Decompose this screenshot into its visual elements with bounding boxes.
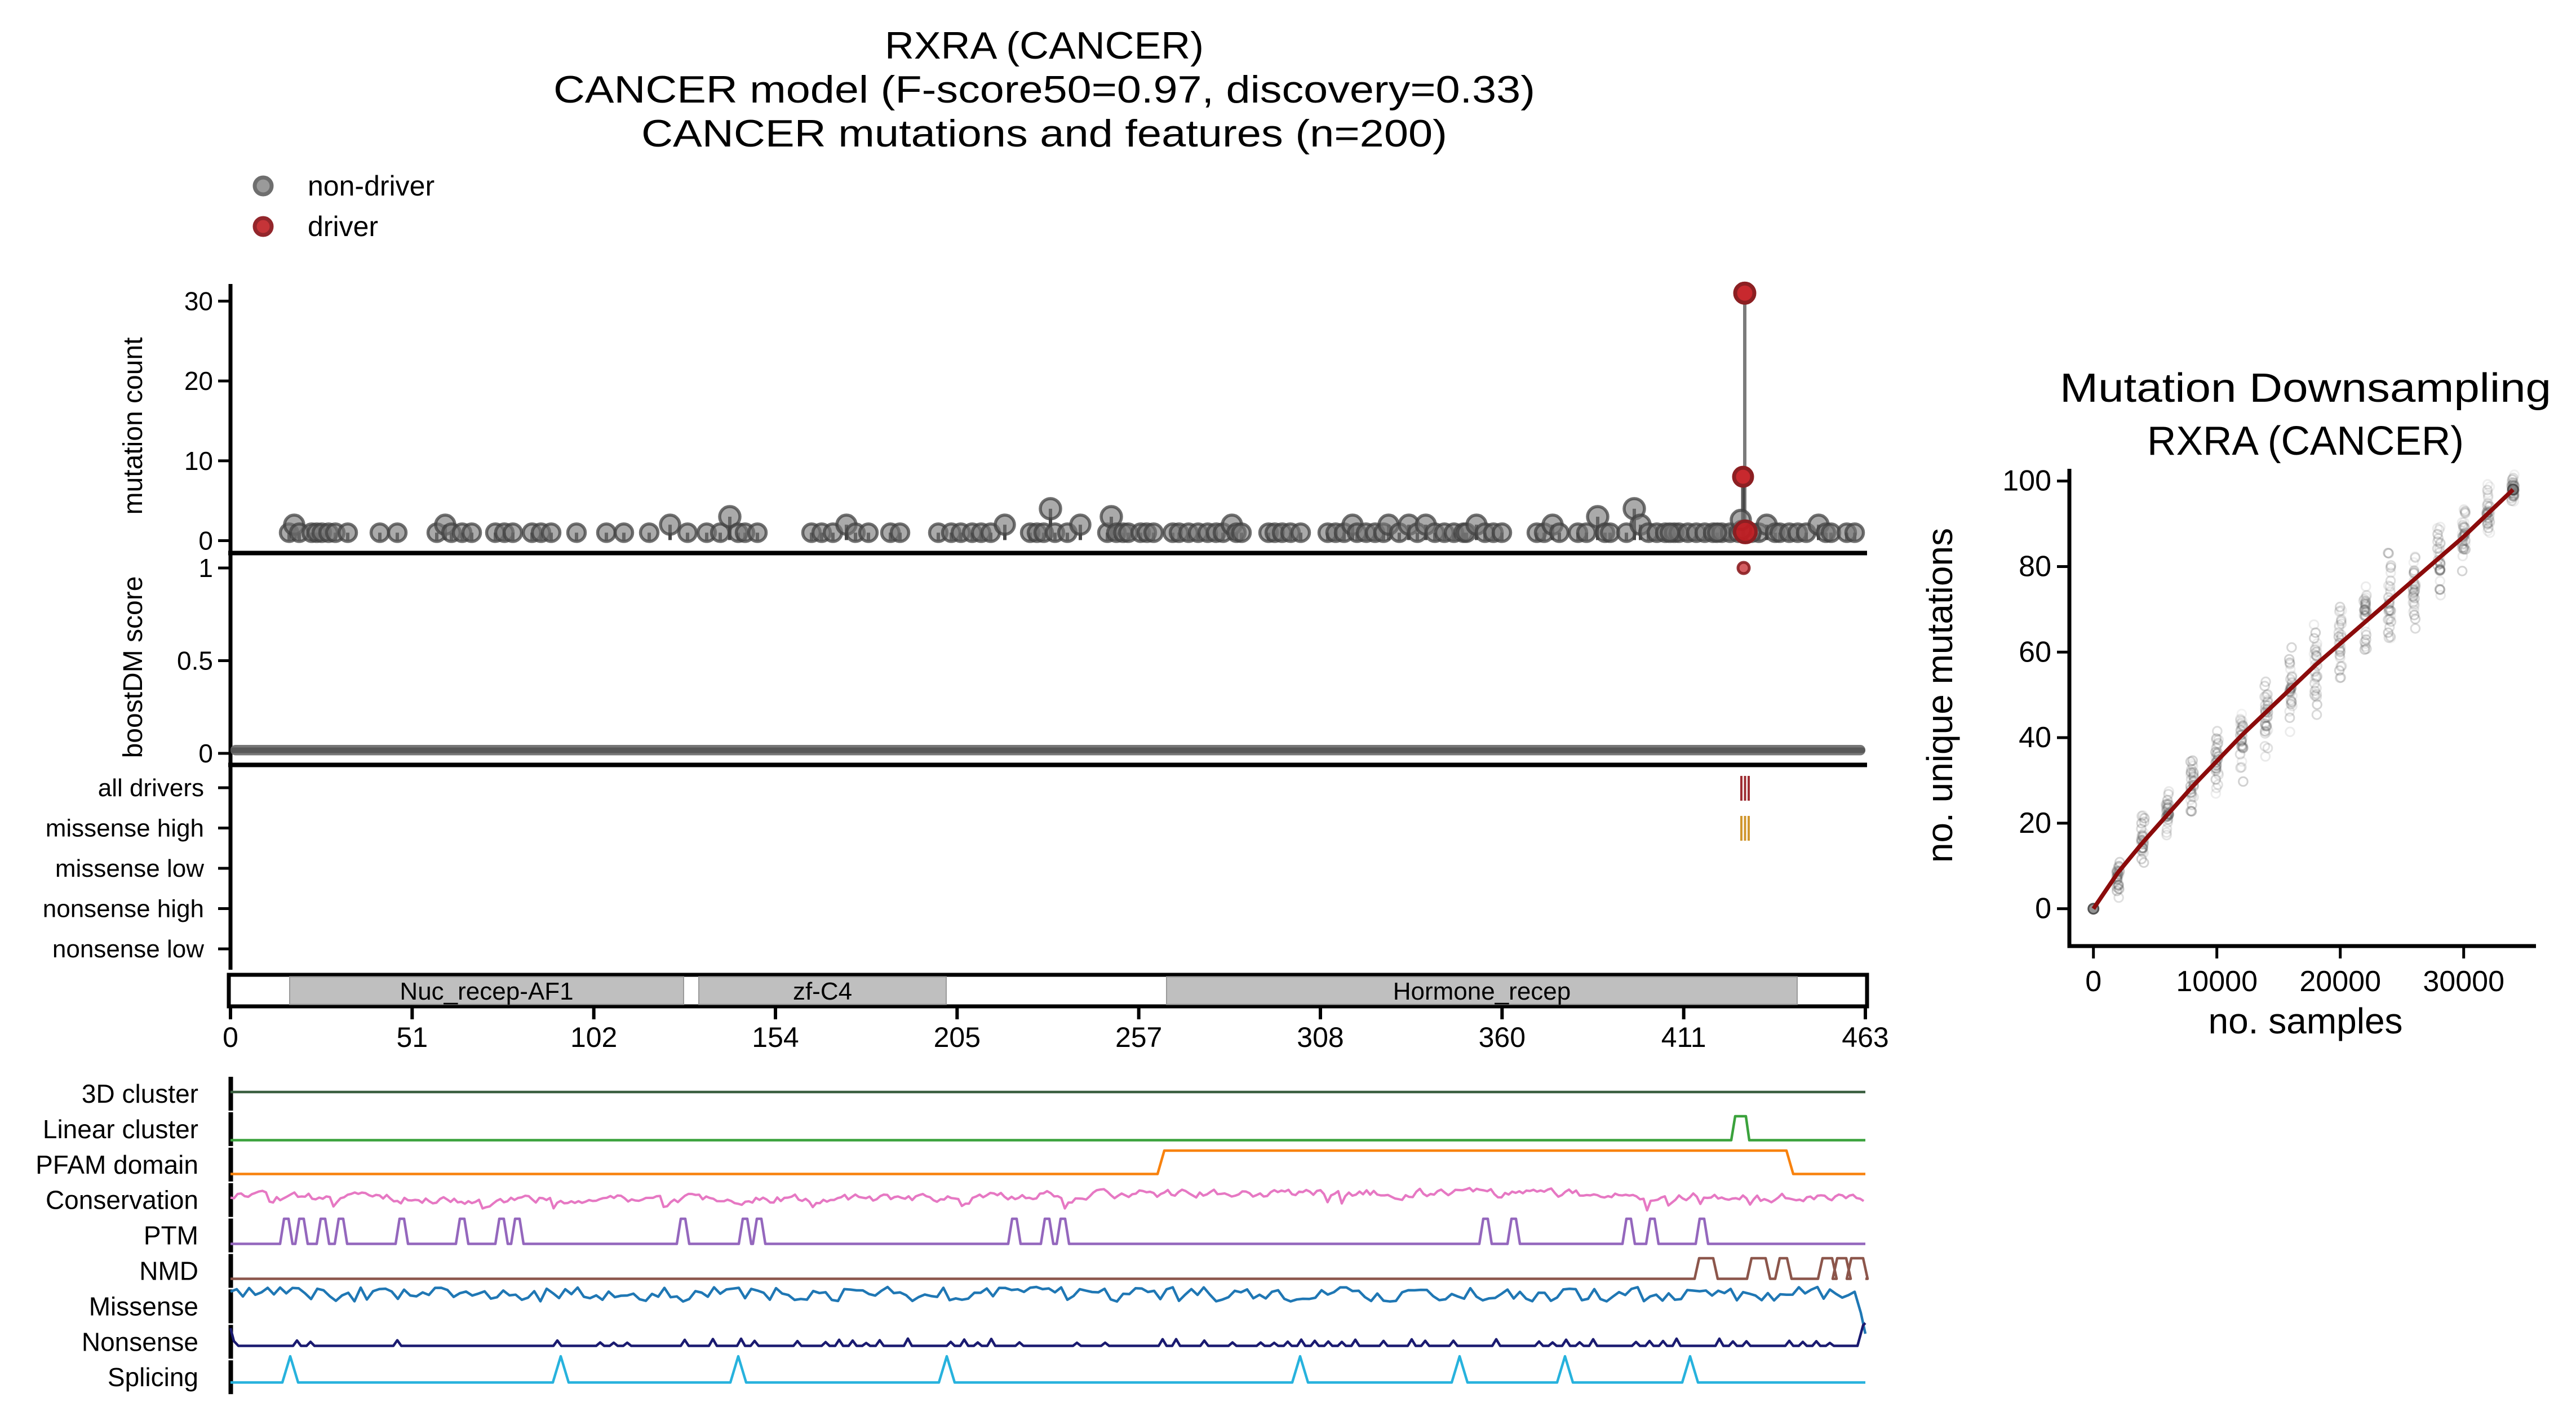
svg-text:NMD: NMD xyxy=(139,1257,198,1286)
svg-text:20000: 20000 xyxy=(2299,965,2381,998)
svg-text:100: 100 xyxy=(2002,465,2051,498)
svg-text:463: 463 xyxy=(1842,1022,1888,1053)
svg-text:40: 40 xyxy=(2019,721,2051,754)
svg-text:no. samples: no. samples xyxy=(2208,1001,2402,1041)
svg-text:CANCER mutations and features: CANCER mutations and features (n=200) xyxy=(641,112,1447,155)
svg-text:0.5: 0.5 xyxy=(177,646,213,676)
svg-text:102: 102 xyxy=(570,1022,617,1053)
svg-text:PTM: PTM xyxy=(144,1221,198,1250)
svg-text:20: 20 xyxy=(2019,807,2051,840)
svg-text:30000: 30000 xyxy=(2423,965,2504,998)
svg-text:all drivers: all drivers xyxy=(98,774,204,802)
svg-text:missense high: missense high xyxy=(46,815,204,842)
svg-text:no. unique mutations: no. unique mutations xyxy=(1919,528,1960,863)
svg-text:Splicing: Splicing xyxy=(108,1362,198,1392)
svg-text:0: 0 xyxy=(2085,965,2101,998)
svg-text:0: 0 xyxy=(223,1022,238,1053)
svg-text:RXRA (CANCER): RXRA (CANCER) xyxy=(885,24,1204,67)
svg-text:Missense: Missense xyxy=(89,1291,198,1321)
svg-text:Conservation: Conservation xyxy=(46,1186,198,1215)
svg-text:non-driver: non-driver xyxy=(308,170,434,202)
svg-text:missense low: missense low xyxy=(55,855,204,882)
svg-text:boostDM score: boostDM score xyxy=(118,576,148,758)
svg-text:0: 0 xyxy=(198,526,213,556)
svg-text:257: 257 xyxy=(1115,1022,1162,1053)
svg-text:10000: 10000 xyxy=(2176,965,2258,998)
svg-text:Mutation Downsampling: Mutation Downsampling xyxy=(2060,366,2551,411)
svg-text:PFAM domain: PFAM domain xyxy=(36,1150,198,1179)
svg-text:Linear cluster: Linear cluster xyxy=(43,1115,198,1144)
svg-text:10: 10 xyxy=(184,446,213,476)
svg-text:308: 308 xyxy=(1297,1022,1344,1053)
svg-text:driver: driver xyxy=(308,211,378,242)
svg-text:Nonsense: Nonsense xyxy=(82,1327,198,1356)
svg-text:154: 154 xyxy=(752,1022,799,1053)
svg-text:51: 51 xyxy=(397,1022,428,1053)
svg-text:60: 60 xyxy=(2019,636,2051,668)
svg-text:411: 411 xyxy=(1661,1022,1706,1053)
svg-text:1: 1 xyxy=(198,553,213,583)
svg-text:205: 205 xyxy=(934,1022,981,1053)
svg-text:360: 360 xyxy=(1479,1022,1526,1053)
svg-text:3D cluster: 3D cluster xyxy=(82,1079,198,1108)
svg-text:nonsense high: nonsense high xyxy=(43,895,204,923)
svg-text:0: 0 xyxy=(2035,893,2051,925)
svg-text:mutation count: mutation count xyxy=(118,338,148,515)
svg-text:RXRA (CANCER): RXRA (CANCER) xyxy=(2147,419,2464,464)
svg-text:0: 0 xyxy=(198,739,213,768)
svg-text:30: 30 xyxy=(184,286,213,316)
svg-text:20: 20 xyxy=(184,366,213,396)
svg-text:80: 80 xyxy=(2019,551,2051,583)
svg-text:zf-C4: zf-C4 xyxy=(793,978,852,1005)
svg-text:CANCER model (F-score50=0.97,: CANCER model (F-score50=0.97, discovery=… xyxy=(553,68,1535,111)
svg-text:Nuc_recep-AF1: Nuc_recep-AF1 xyxy=(400,978,573,1005)
svg-text:Hormone_recep: Hormone_recep xyxy=(1393,978,1571,1005)
svg-text:nonsense low: nonsense low xyxy=(52,935,204,963)
